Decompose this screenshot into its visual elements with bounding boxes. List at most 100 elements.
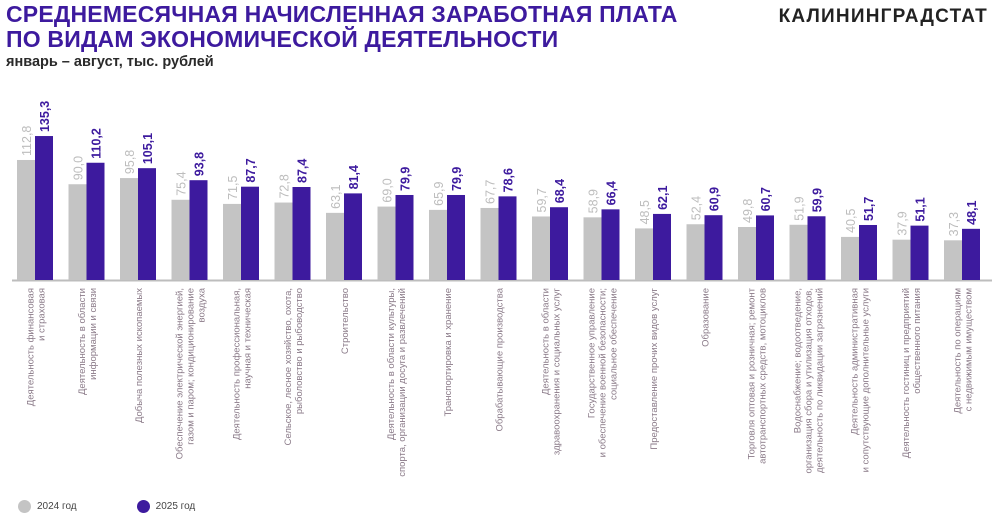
data-label-2024: 40,5 bbox=[844, 209, 858, 233]
data-label-2024: 63,1 bbox=[329, 184, 343, 208]
category-label: Деятельность административная bbox=[850, 288, 861, 435]
bar-2025 bbox=[447, 194, 465, 280]
bar-2025 bbox=[601, 209, 620, 280]
category-label: и страховая bbox=[37, 288, 48, 341]
bar-2024 bbox=[532, 216, 550, 280]
data-label-2024: 95,8 bbox=[123, 150, 137, 174]
data-label-2025: 66,4 bbox=[605, 181, 619, 205]
data-label-2024: 65,9 bbox=[432, 182, 446, 206]
data-label-2025: 135,3 bbox=[38, 101, 52, 132]
category-label: деятельность по ликвидации загрязнений bbox=[815, 288, 826, 473]
bar-2024 bbox=[17, 159, 35, 280]
bar-2024 bbox=[429, 209, 447, 280]
data-label-2025: 59,9 bbox=[811, 188, 825, 212]
bar-2025 bbox=[653, 213, 671, 280]
category-label: с недвижимым имуществом bbox=[964, 288, 975, 411]
legend-swatch-2024 bbox=[18, 500, 31, 513]
category-label: Деятельность гостиниц и предприятий bbox=[901, 288, 912, 458]
bar-2025 bbox=[35, 136, 53, 280]
title-line-1: СРЕДНЕМЕСЯЧНАЯ НАЧИСЛЕННАЯ ЗАРАБОТНАЯ ПЛ… bbox=[6, 1, 678, 27]
category-label: Деятельность профессиональная, bbox=[232, 288, 243, 440]
bar-2025 bbox=[704, 215, 723, 280]
category-label: автотранспортных средств, мотоциклов bbox=[758, 288, 769, 464]
data-label-2025: 62,1 bbox=[656, 186, 670, 210]
bar-2024 bbox=[171, 199, 190, 280]
chart-title: СРЕДНЕМЕСЯЧНАЯ НАЧИСЛЕННАЯ ЗАРАБОТНАЯ ПЛ… bbox=[6, 2, 678, 52]
data-label-2025: 105,1 bbox=[141, 133, 155, 164]
legend-item-2024: 2024 год bbox=[18, 500, 77, 513]
bar-2024 bbox=[68, 184, 87, 280]
bar-2025 bbox=[807, 216, 826, 280]
data-label-2025: 60,7 bbox=[759, 187, 773, 211]
bar-2024 bbox=[223, 203, 241, 280]
category-label: Деятельность в области bbox=[541, 288, 552, 395]
category-label: и сопутствующие дополнительные услуги bbox=[861, 288, 872, 472]
data-label-2025: 110,2 bbox=[90, 128, 104, 159]
category-label: Образование bbox=[701, 288, 712, 347]
title-line-2: ПО ВИДАМ ЭКОНОМИЧЕСКОЙ ДЕЯТЕЛЬНОСТИ bbox=[6, 26, 559, 52]
category-label: организация сбора и утилизация отходов, bbox=[804, 288, 815, 474]
bar-2025 bbox=[241, 186, 259, 280]
bar-2024 bbox=[377, 206, 396, 280]
category-label: Обеспечение электрической энергией, bbox=[175, 288, 186, 459]
category-label: Деятельность по операциям bbox=[953, 288, 964, 414]
bar-2025 bbox=[910, 225, 929, 280]
bar-2024 bbox=[480, 207, 499, 280]
legend-swatch-2025 bbox=[136, 500, 150, 513]
bar-2025 bbox=[550, 207, 568, 280]
bar-2024 bbox=[274, 202, 293, 280]
data-label-2024: 37,9 bbox=[896, 211, 910, 235]
bar-2025 bbox=[498, 196, 517, 280]
bar-2025 bbox=[189, 180, 208, 280]
data-label-2025: 81,4 bbox=[347, 165, 361, 189]
category-label: здравоохранения и социальных услуг bbox=[552, 287, 563, 455]
data-label-2025: 51,7 bbox=[862, 197, 876, 221]
legend-item-2025: 2025 год bbox=[136, 500, 196, 513]
data-label-2024: 75,4 bbox=[175, 171, 189, 195]
category-label: Водоснабжение; водоотведение, bbox=[793, 288, 804, 433]
data-label-2024: 59,7 bbox=[535, 188, 549, 212]
bar-2025 bbox=[138, 168, 156, 280]
bar-2024 bbox=[738, 227, 756, 280]
category-label: Государственное управление bbox=[587, 288, 598, 418]
legend-label-2025: 2025 год bbox=[155, 501, 196, 512]
data-label-2024: 67,7 bbox=[484, 180, 498, 204]
bar-2025 bbox=[859, 224, 877, 280]
bar-2025 bbox=[86, 162, 105, 280]
category-label: Транспортировка и хранение bbox=[443, 288, 454, 417]
data-label-2025: 60,9 bbox=[708, 187, 722, 211]
category-label: спорта, организации досуга и развлечений bbox=[397, 288, 408, 477]
data-label-2024: 51,9 bbox=[793, 196, 807, 220]
data-label-2024: 90,0 bbox=[72, 156, 86, 180]
category-label: информации и связи bbox=[88, 288, 99, 380]
bar-2025 bbox=[962, 228, 980, 280]
bar-2024 bbox=[944, 240, 962, 280]
category-label: Деятельность в области культуры, bbox=[386, 288, 397, 440]
legend-label-2024: 2024 год bbox=[37, 501, 77, 512]
category-label: социальное обеспечение bbox=[609, 288, 620, 400]
bar-2024 bbox=[841, 236, 859, 280]
data-label-2024: 52,4 bbox=[690, 196, 704, 220]
chart-subtitle: январь – август, тыс. рублей bbox=[6, 54, 214, 70]
data-label-2025: 51,1 bbox=[914, 197, 928, 221]
data-label-2024: 112,8 bbox=[20, 126, 34, 156]
category-label: воздуха bbox=[197, 287, 208, 322]
bar-2024 bbox=[583, 217, 602, 280]
category-label: научная и техническая bbox=[243, 288, 254, 389]
category-label: Деятельность в области bbox=[77, 288, 88, 395]
category-label: Добыча полезных ископаемых bbox=[134, 288, 145, 423]
data-label-2024: 69,0 bbox=[381, 178, 395, 202]
data-label-2024: 72,8 bbox=[278, 174, 292, 198]
data-label-2024: 58,9 bbox=[587, 189, 601, 213]
data-label-2025: 68,4 bbox=[553, 179, 567, 203]
legend: 2024 год 2025 год bbox=[18, 500, 195, 513]
bar-2024 bbox=[635, 228, 653, 280]
bar-2025 bbox=[395, 194, 414, 280]
data-label-2025: 87,7 bbox=[244, 158, 258, 182]
bar-2024 bbox=[892, 239, 911, 280]
data-label-2025: 79,9 bbox=[450, 167, 464, 191]
category-label: общественного питания bbox=[912, 288, 923, 394]
data-label-2024: 49,8 bbox=[741, 199, 755, 223]
bar-2024 bbox=[326, 212, 344, 280]
data-label-2024: 71,5 bbox=[226, 176, 240, 200]
